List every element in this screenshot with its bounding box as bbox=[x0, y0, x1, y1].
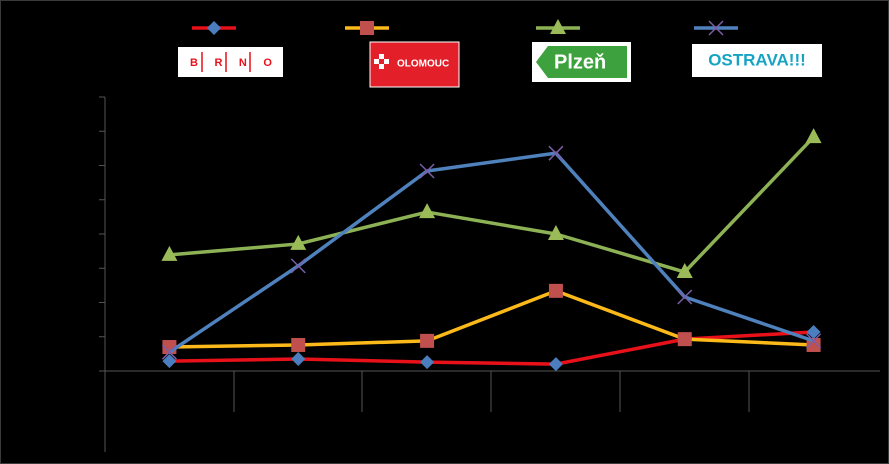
marker bbox=[162, 354, 177, 369]
category-separators bbox=[233, 371, 750, 412]
legend-marker bbox=[550, 19, 566, 34]
marker bbox=[290, 258, 306, 274]
marker bbox=[291, 352, 306, 367]
marker bbox=[161, 245, 178, 261]
logo-plzen: Plzeň bbox=[532, 42, 631, 82]
marker bbox=[291, 337, 306, 352]
legend-marker bbox=[207, 21, 221, 35]
marker bbox=[676, 263, 693, 279]
marker bbox=[548, 145, 564, 161]
logo-brno: BRNO bbox=[178, 47, 288, 77]
logo-text: OLOMOUC bbox=[397, 59, 449, 70]
logo-ostrava: OSTRAVA!!! bbox=[692, 44, 822, 77]
marker bbox=[419, 163, 435, 179]
legend-marker bbox=[360, 21, 374, 35]
marker bbox=[806, 324, 821, 339]
marker bbox=[420, 333, 435, 348]
marker bbox=[419, 203, 436, 219]
logo-text: OSTRAVA!!! bbox=[708, 50, 806, 69]
logo-olomouc: OLOMOUC bbox=[369, 41, 460, 88]
marker bbox=[548, 283, 563, 298]
logo-text: Plzeň bbox=[554, 51, 606, 73]
series-line bbox=[168, 151, 815, 354]
legend-marker bbox=[708, 20, 724, 36]
marker bbox=[677, 332, 692, 347]
marker bbox=[806, 333, 822, 349]
marker bbox=[677, 289, 693, 305]
marker bbox=[161, 344, 177, 360]
series-line bbox=[169, 330, 814, 366]
marker bbox=[290, 234, 307, 250]
marker bbox=[548, 357, 563, 372]
marker bbox=[420, 355, 435, 370]
series-line bbox=[169, 289, 814, 349]
marker bbox=[805, 128, 822, 144]
series-line bbox=[169, 135, 815, 274]
marker bbox=[547, 225, 564, 240]
logo-text: BRNO bbox=[190, 57, 288, 69]
